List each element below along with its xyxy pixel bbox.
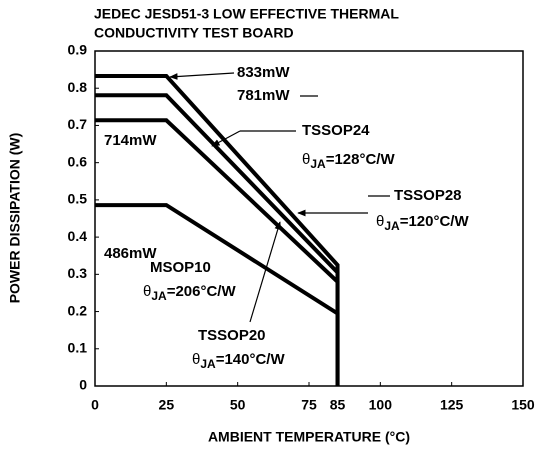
y-tick-label: 0.4 bbox=[68, 228, 88, 244]
y-tick-label: 0.1 bbox=[68, 339, 88, 355]
y-axis-label: POWER DISSIPATION (W) bbox=[7, 133, 23, 304]
package-theta: θJA=206°C/W bbox=[143, 283, 236, 303]
x-tick-label: 50 bbox=[230, 397, 246, 413]
x-tick-label: 75 bbox=[301, 397, 317, 413]
arrow bbox=[249, 221, 282, 323]
power-label: 714mW bbox=[104, 132, 157, 149]
power-label: 833mW bbox=[237, 64, 290, 81]
x-tick-label: 0 bbox=[91, 397, 99, 413]
y-tick-label: 0.8 bbox=[68, 79, 88, 95]
theta-value: =206°C/W bbox=[167, 283, 237, 300]
arrow bbox=[211, 130, 241, 147]
package-theta: θJA=128°C/W bbox=[302, 151, 395, 171]
theta-sub: JA bbox=[151, 289, 167, 303]
package-name: TSSOP24 bbox=[302, 122, 370, 139]
y-tick-label: 0.2 bbox=[68, 302, 88, 318]
theta-value: =120°C/W bbox=[400, 213, 470, 230]
y-tick-label: 0.6 bbox=[68, 153, 88, 169]
power-label: 781mW bbox=[237, 87, 290, 104]
theta-sub: JA bbox=[384, 219, 400, 233]
chart-title: JEDEC JESD51-3 LOW EFFECTIVE THERMAL bbox=[94, 6, 399, 22]
power-label: 486mW bbox=[104, 245, 157, 262]
theta-value: =140°C/W bbox=[216, 351, 286, 368]
theta-sub: JA bbox=[310, 157, 326, 171]
theta-value: =128°C/W bbox=[326, 151, 396, 168]
y-tick-label: 0.7 bbox=[68, 116, 88, 132]
arrow bbox=[169, 72, 235, 80]
x-axis-label: AMBIENT TEMPERATURE (°C) bbox=[208, 429, 410, 445]
theta-symbol: θ bbox=[302, 151, 310, 168]
series-line bbox=[95, 203, 340, 386]
package-name: MSOP10 bbox=[150, 259, 211, 276]
package-theta: θJA=120°C/W bbox=[376, 213, 469, 233]
y-tick-label: 0.3 bbox=[68, 265, 88, 281]
package-name: TSSOP20 bbox=[198, 327, 266, 344]
chart-title: CONDUCTIVITY TEST BOARD bbox=[94, 25, 294, 41]
package-theta: θJA=140°C/W bbox=[192, 351, 285, 371]
theta-symbol: θ bbox=[143, 283, 151, 300]
y-tick-label: 0.5 bbox=[68, 191, 88, 207]
theta-symbol: θ bbox=[192, 351, 200, 368]
x-tick-label: 100 bbox=[369, 397, 393, 413]
x-tick-label: 85 bbox=[330, 397, 346, 413]
x-tick-label: 150 bbox=[511, 397, 535, 413]
theta-symbol: θ bbox=[376, 213, 384, 230]
y-tick-label: 0 bbox=[79, 377, 87, 393]
arrows bbox=[169, 72, 390, 323]
y-tick-label: 0.9 bbox=[68, 42, 88, 58]
package-name: TSSOP28 bbox=[394, 187, 462, 204]
theta-sub: JA bbox=[200, 357, 216, 371]
x-tick-label: 25 bbox=[159, 397, 175, 413]
x-tick-label: 125 bbox=[440, 397, 464, 413]
